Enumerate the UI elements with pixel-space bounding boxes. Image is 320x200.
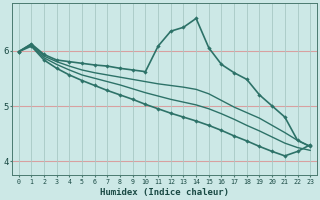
X-axis label: Humidex (Indice chaleur): Humidex (Indice chaleur)	[100, 188, 229, 197]
